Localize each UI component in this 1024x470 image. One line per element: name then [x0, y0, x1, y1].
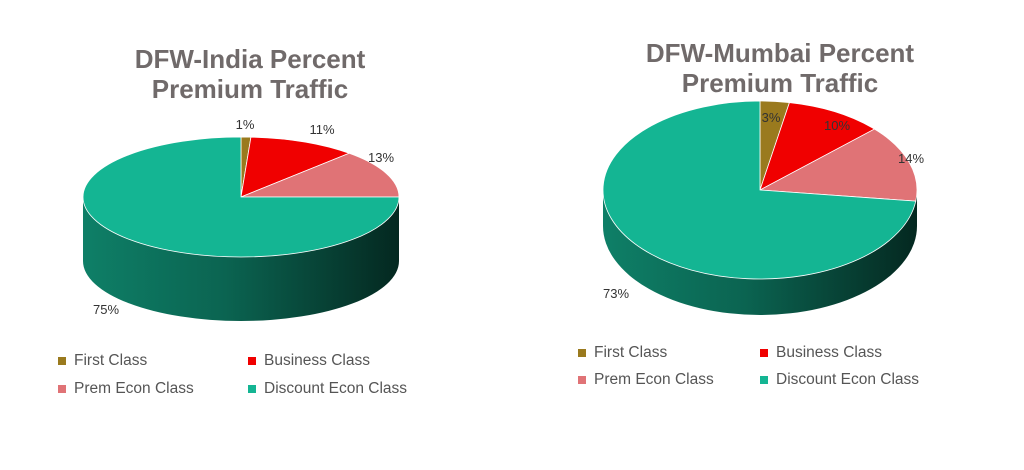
data-label-discount-econ-class: 73%: [603, 286, 629, 301]
chart-dfw-mumbai: DFW-Mumbai Percent Premium Traffic 3% 10%…: [560, 0, 1000, 470]
legend-item-first-class: First Class: [58, 352, 147, 370]
data-label-first-class: 1%: [236, 117, 255, 132]
chart-title-line-1: DFW-Mumbai Percent: [645, 38, 915, 68]
legend-label: Discount Econ Class: [264, 380, 408, 397]
chart-title-line-2: Premium Traffic: [151, 74, 349, 104]
legend-item-discount-econ-class: Discount Econ Class: [760, 371, 919, 389]
legend-item-prem-econ-class: Prem Econ Class: [578, 371, 714, 389]
legend-swatch: [760, 376, 768, 384]
legend-item-business-class: Business Class: [248, 352, 370, 370]
data-label-business-class: 10%: [824, 118, 850, 133]
chart-dfw-india: DFW-India Percent Premium Traffic 1% 11% 1…: [40, 0, 460, 470]
legend-swatch: [248, 385, 256, 393]
data-label-business-class: 11%: [309, 122, 334, 137]
chart-title: DFW-India Percent Premium Traffic: [40, 44, 460, 104]
pie-slice-prem-econ-class: [758, 128, 918, 202]
legend-label: First Class: [74, 352, 148, 369]
legend-item-first-class: First Class: [578, 344, 667, 362]
legend-label: Prem Econ Class: [594, 371, 714, 388]
pie-slice-discount-econ-class: [82, 136, 400, 258]
data-label-first-class: 3%: [762, 110, 781, 125]
legend-label: Discount Econ Class: [776, 371, 920, 388]
legend-swatch: [760, 349, 768, 357]
pie-slice-business-class: [240, 136, 351, 198]
legend-swatch: [248, 357, 256, 365]
legend-label: First Class: [594, 344, 668, 361]
chart-title-line-1: DFW-India Percent: [134, 44, 366, 74]
chart-title: DFW-Mumbai Percent Premium Traffic: [560, 38, 1000, 98]
legend-item-prem-econ-class: Prem Econ Class: [58, 380, 194, 398]
data-label-discount-econ-class: 75%: [93, 302, 119, 317]
legend-swatch: [58, 385, 66, 393]
legend-label: Business Class: [264, 352, 370, 369]
data-label-prem-econ-class: 13%: [368, 150, 394, 165]
chart-title-line-2: Premium Traffic: [681, 68, 879, 98]
pie-slice-discount-econ-class: [602, 100, 917, 280]
legend-swatch: [58, 357, 66, 365]
legend-label: Business Class: [776, 344, 882, 361]
pie-slice-business-class: [759, 102, 876, 191]
pie-chart-3d: 1% 11% 13% 75%: [82, 117, 400, 321]
data-label-prem-econ-class: 14%: [898, 151, 924, 166]
legend-swatch: [578, 376, 586, 384]
pie-slice-prem-econ-class: [240, 152, 400, 198]
pie-chart-3d: 3% 10% 14% 73%: [602, 100, 924, 315]
pie-side-wall: [83, 197, 399, 321]
legend-swatch: [578, 349, 586, 357]
legend-label: Prem Econ Class: [74, 380, 194, 397]
legend-item-business-class: Business Class: [760, 344, 882, 362]
pie-side-wall: [603, 190, 917, 315]
legend-item-discount-econ-class: Discount Econ Class: [248, 380, 407, 398]
